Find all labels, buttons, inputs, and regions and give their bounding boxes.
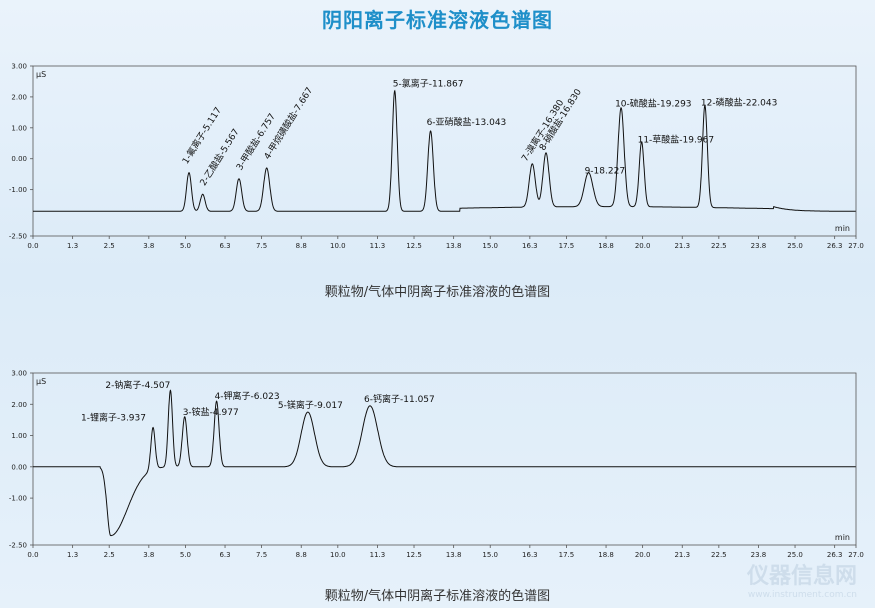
x-tick-label: 10.0 bbox=[330, 551, 346, 559]
x-tick-label: 0.0 bbox=[27, 242, 38, 250]
x-tick-label: 8.8 bbox=[296, 242, 307, 250]
x-tick-label: 6.3 bbox=[219, 242, 230, 250]
y-tick-label: 1.00 bbox=[11, 432, 27, 440]
chromatogram-trace bbox=[33, 389, 856, 537]
x-tick-label: 26.3 bbox=[827, 242, 843, 250]
y-tick-label: -1.00 bbox=[9, 186, 27, 194]
x-tick-label: 8.8 bbox=[296, 551, 307, 559]
x-tick-label: 10.0 bbox=[330, 242, 346, 250]
peak-label: 11-草酸盐-19.967 bbox=[638, 133, 714, 145]
x-tick-label: 15.0 bbox=[482, 242, 498, 250]
x-tick-label: 16.3 bbox=[522, 551, 538, 559]
x-tick-label: 0.0 bbox=[27, 551, 38, 559]
x-tick-label: 21.3 bbox=[674, 551, 690, 559]
peak-label: 6-亚硝酸盐-13.043 bbox=[427, 116, 507, 128]
x-tick-label: 12.5 bbox=[406, 551, 422, 559]
peak-label: 4-钾离子-6.023 bbox=[215, 390, 280, 402]
peak-label: 9-18.227 bbox=[585, 166, 625, 176]
anion-chromatogram-chart: 3.00 2.00 1.00 0.00 -1.00 -2.500.0 1.3 2.5 3.8 5.… bbox=[9, 63, 864, 251]
x-tick-label: 7.5 bbox=[256, 551, 267, 559]
y-tick-label: -2.50 bbox=[9, 542, 27, 550]
y-tick-label: 3.00 bbox=[11, 63, 27, 71]
x-tick-label: 5.0 bbox=[180, 551, 191, 559]
x-tick-label: 18.8 bbox=[598, 242, 614, 250]
x-tick-label: 16.3 bbox=[522, 242, 538, 250]
x-tick-label: 12.5 bbox=[406, 242, 422, 250]
x-tick-label: 17.5 bbox=[559, 551, 575, 559]
x-tick-label: 22.5 bbox=[711, 551, 727, 559]
y-axis-label: µS bbox=[36, 70, 46, 79]
chart-1-caption: 颗粒物/气体中阴离子标准溶液的色谱图 bbox=[324, 285, 551, 300]
peak-label: 12-磷酸盐-22.043 bbox=[701, 96, 777, 108]
x-tick-label: 22.5 bbox=[711, 242, 727, 250]
plot-frame bbox=[32, 372, 857, 546]
x-tick-label: 6.3 bbox=[219, 551, 230, 559]
x-tick-label: 3.8 bbox=[143, 551, 154, 559]
x-tick-label: 20.0 bbox=[635, 551, 651, 559]
x-tick-label: 3.8 bbox=[143, 242, 154, 250]
peak-label: 5-镁离子-9.017 bbox=[278, 399, 343, 411]
y-tick-label: 0.00 bbox=[11, 463, 27, 471]
x-tick-label: 1.3 bbox=[67, 551, 78, 559]
y-tick-label: 2.00 bbox=[11, 401, 27, 409]
x-tick-label: 15.0 bbox=[482, 551, 498, 559]
x-axis-label: min bbox=[835, 224, 850, 233]
x-tick-label: 23.8 bbox=[751, 242, 767, 250]
peak-label: 5-氯离子-11.867 bbox=[393, 78, 464, 90]
x-tick-label: 18.8 bbox=[598, 551, 614, 559]
x-tick-label: 20.0 bbox=[635, 242, 651, 250]
x-tick-label: 17.5 bbox=[559, 242, 575, 250]
y-tick-label: -2.50 bbox=[9, 233, 27, 241]
x-tick-label: 13.8 bbox=[446, 551, 462, 559]
y-axis-label: µS bbox=[36, 377, 46, 386]
x-axis-label: min bbox=[835, 533, 850, 542]
y-tick-label: 2.00 bbox=[11, 93, 27, 101]
x-tick-label: 25.0 bbox=[787, 242, 803, 250]
page-title: 阴阳离子标准溶液色谱图 bbox=[322, 8, 553, 32]
x-tick-label: 11.3 bbox=[370, 551, 386, 559]
watermark-logo: 仪器信息网 www.instrument.com.cn bbox=[746, 564, 857, 600]
peak-label: 10-硫酸盐-19.293 bbox=[615, 97, 691, 109]
x-tick-label: 2.5 bbox=[104, 242, 115, 250]
chromatogram-trace bbox=[33, 89, 856, 212]
peak-label: 3-铵盐-4.977 bbox=[183, 406, 239, 418]
y-tick-label: 3.00 bbox=[11, 370, 27, 378]
peak-label: 1-锂离子-3.937 bbox=[81, 412, 146, 424]
plot-frame bbox=[32, 65, 857, 237]
peak-label: 2-钠离子-4.507 bbox=[105, 379, 170, 391]
x-tick-label: 5.0 bbox=[180, 242, 191, 250]
x-tick-label: 27.0 bbox=[848, 242, 864, 250]
x-tick-label: 7.5 bbox=[256, 242, 267, 250]
x-tick-label: 13.8 bbox=[446, 242, 462, 250]
chart-2-caption: 颗粒物/气体中阴离子标准溶液的色谱图 bbox=[324, 589, 551, 604]
x-tick-label: 11.3 bbox=[370, 242, 386, 250]
x-tick-label: 1.3 bbox=[67, 242, 78, 250]
x-tick-label: 2.5 bbox=[104, 551, 115, 559]
y-tick-label: -1.00 bbox=[9, 495, 27, 503]
x-tick-label: 21.3 bbox=[674, 242, 690, 250]
y-tick-label: 0.00 bbox=[11, 155, 27, 163]
peak-label: 6-钙离子-11.057 bbox=[364, 393, 435, 405]
y-tick-label: 1.00 bbox=[11, 124, 27, 132]
